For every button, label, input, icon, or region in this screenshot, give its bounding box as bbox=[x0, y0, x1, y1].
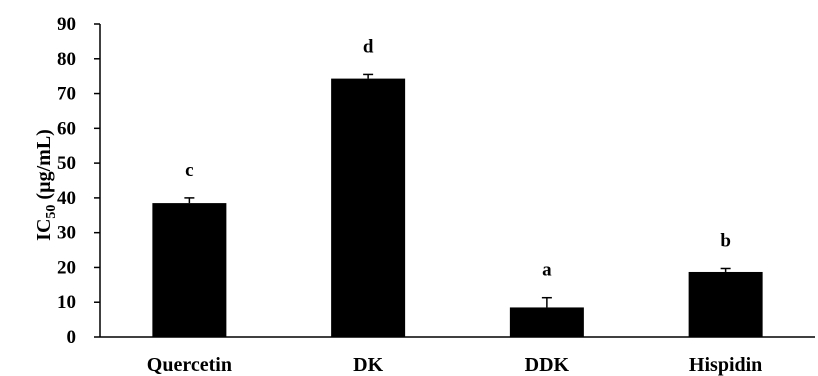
bar-dk bbox=[331, 79, 405, 337]
category-label-dk: DK bbox=[353, 354, 383, 376]
category-label-ddk: DDK bbox=[525, 354, 570, 376]
bar-quercetin bbox=[152, 203, 226, 337]
y-tick-label-40: 40 bbox=[57, 188, 76, 209]
y-axis-ticks: 0 10 20 30 40 50 60 70 80 90 bbox=[57, 14, 100, 348]
significance-label-quercetin: c bbox=[185, 160, 193, 181]
y-axis-label-main: IC bbox=[33, 219, 55, 241]
y-tick-label-30: 30 bbox=[57, 223, 76, 244]
y-tick-label-60: 60 bbox=[57, 118, 76, 139]
y-tick-label-0: 0 bbox=[67, 327, 77, 348]
bars-group bbox=[152, 79, 762, 337]
y-tick-label-70: 70 bbox=[57, 84, 76, 105]
significance-label-ddk: a bbox=[542, 260, 552, 281]
category-label-quercetin: Quercetin bbox=[147, 354, 232, 376]
significance-label-hispidin: b bbox=[720, 230, 731, 251]
bar-hispidin bbox=[689, 272, 763, 337]
y-tick-label-80: 80 bbox=[57, 49, 76, 70]
y-tick-label-50: 50 bbox=[57, 153, 76, 174]
category-labels-group: Quercetin DK DDK Hispidin bbox=[147, 354, 763, 376]
y-axis-label: IC50 (µg/mL) bbox=[33, 129, 59, 241]
y-axis-label-group: IC50 (µg/mL) bbox=[33, 129, 59, 241]
category-label-hispidin: Hispidin bbox=[689, 354, 762, 376]
bar-ddk bbox=[510, 307, 584, 337]
y-tick-label-20: 20 bbox=[57, 257, 76, 278]
significance-label-dk: d bbox=[363, 36, 374, 57]
y-tick-label-10: 10 bbox=[57, 292, 76, 313]
significance-labels-group: c d a b bbox=[185, 36, 731, 280]
error-bars-group bbox=[184, 74, 730, 307]
y-tick-label-90: 90 bbox=[57, 14, 76, 35]
y-axis-label-units: (µg/mL) bbox=[33, 129, 55, 204]
